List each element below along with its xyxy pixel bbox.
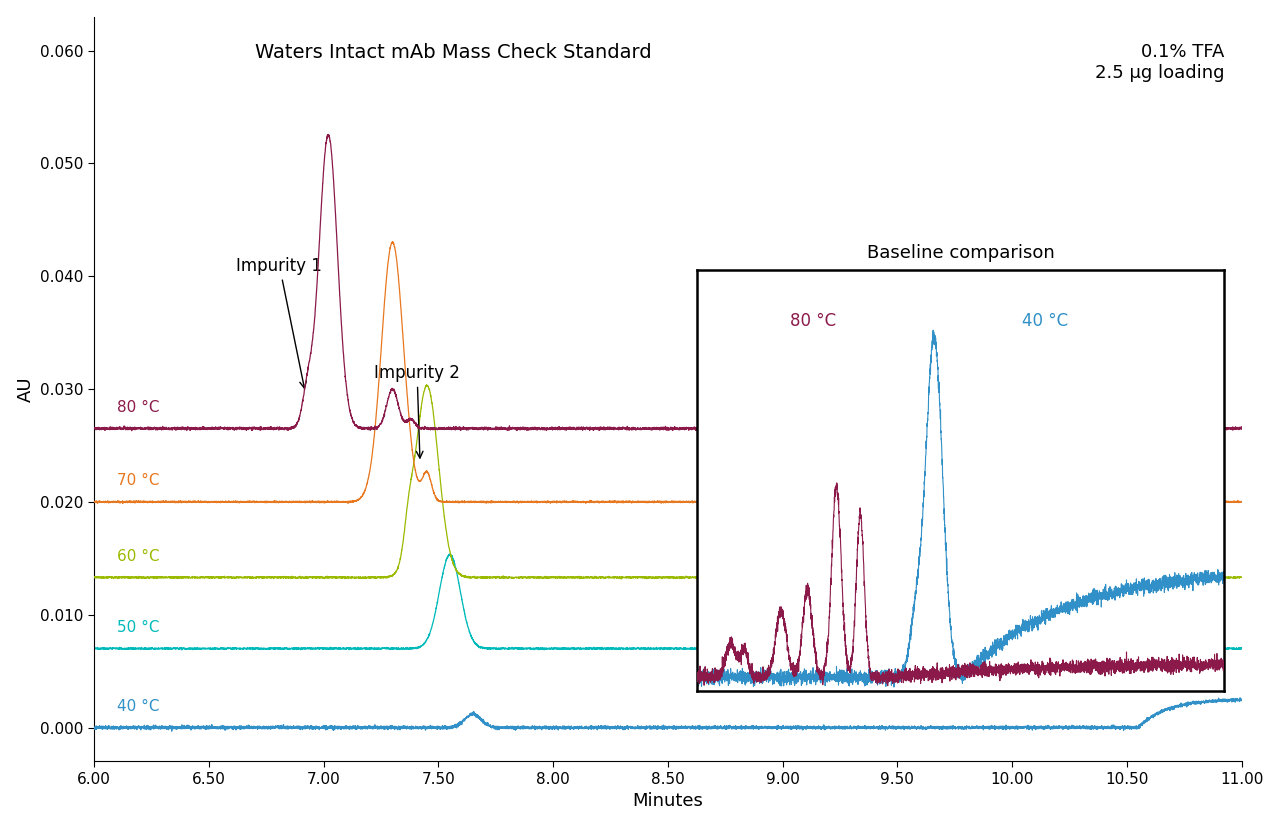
Text: 60 °C: 60 °C [116, 548, 160, 563]
Text: 0.1% TFA
2.5 μg loading: 0.1% TFA 2.5 μg loading [1094, 43, 1225, 82]
Text: 70 °C: 70 °C [116, 473, 160, 488]
Y-axis label: AU: AU [17, 376, 35, 402]
Text: Impurity 1: Impurity 1 [237, 256, 323, 388]
X-axis label: Minutes: Minutes [632, 792, 703, 810]
Text: Impurity 2: Impurity 2 [374, 364, 460, 458]
Text: 40 °C: 40 °C [116, 699, 160, 714]
Text: 50 °C: 50 °C [116, 619, 160, 634]
Text: Baseline comparison: Baseline comparison [867, 245, 1055, 262]
Text: Waters Intact mAb Mass Check Standard: Waters Intact mAb Mass Check Standard [255, 43, 652, 62]
Text: 80 °C: 80 °C [116, 399, 160, 414]
